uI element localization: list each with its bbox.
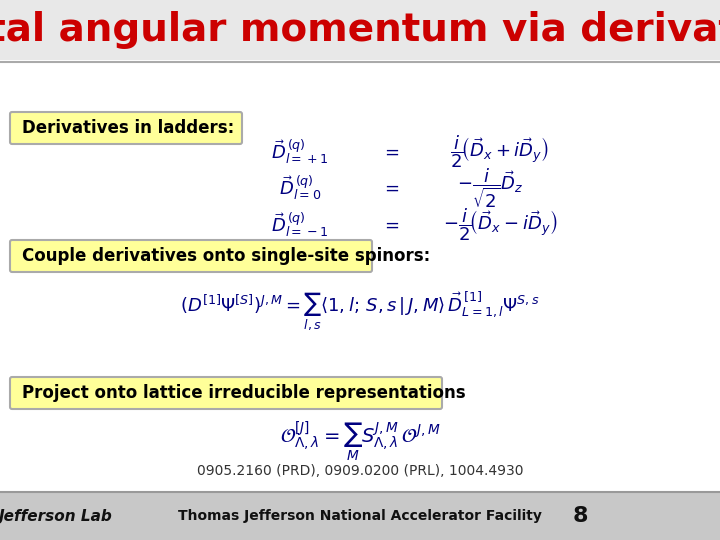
Text: $-\dfrac{i}{2}\!\left(\vec{D}_x - i\vec{D}_y\right)$: $-\dfrac{i}{2}\!\left(\vec{D}_x - i\vec{…	[443, 207, 557, 244]
Text: 0905.2160 (PRD), 0909.0200 (PRL), 1004.4930: 0905.2160 (PRD), 0909.0200 (PRL), 1004.4…	[197, 464, 523, 478]
Text: $\dfrac{i}{2}\!\left(\vec{D}_x + i\vec{D}_y\right)$: $\dfrac{i}{2}\!\left(\vec{D}_x + i\vec{D…	[451, 134, 549, 170]
FancyBboxPatch shape	[0, 0, 720, 60]
FancyBboxPatch shape	[10, 240, 372, 272]
Text: Project onto lattice irreducible representations: Project onto lattice irreducible represe…	[22, 384, 466, 402]
Text: Couple derivatives onto single-site spinors:: Couple derivatives onto single-site spin…	[22, 247, 431, 265]
Text: Thomas Jefferson National Accelerator Facility: Thomas Jefferson National Accelerator Fa…	[178, 509, 542, 523]
FancyBboxPatch shape	[0, 492, 720, 540]
FancyBboxPatch shape	[10, 377, 442, 409]
Text: Jefferson Lab: Jefferson Lab	[0, 509, 112, 523]
Text: $\left(D^{[1]}\Psi^{[S]}\right)^{J,M} = \sum_{l,s}\langle 1,l;\,S,s\,|\,J,M\rang: $\left(D^{[1]}\Psi^{[S]}\right)^{J,M} = …	[180, 291, 540, 333]
Text: Orbital angular momentum via derivatives: Orbital angular momentum via derivatives	[0, 11, 720, 49]
Text: $-\dfrac{i}{\sqrt{2}}\vec{D}_z$: $-\dfrac{i}{\sqrt{2}}\vec{D}_z$	[456, 166, 523, 210]
Text: $\vec{D}^{\,(q)}_{l=-1}$: $\vec{D}^{\,(q)}_{l=-1}$	[271, 211, 328, 240]
Text: 8: 8	[572, 506, 588, 526]
Text: $=$: $=$	[381, 216, 400, 234]
Text: $\vec{D}^{\,(q)}_{l=0}$: $\vec{D}^{\,(q)}_{l=0}$	[279, 173, 321, 202]
Text: Derivatives in ladders:: Derivatives in ladders:	[22, 119, 234, 137]
Text: $=$: $=$	[381, 179, 400, 197]
Text: $=$: $=$	[381, 143, 400, 161]
Text: $\vec{D}^{\,(q)}_{l=+1}$: $\vec{D}^{\,(q)}_{l=+1}$	[271, 138, 328, 166]
FancyBboxPatch shape	[10, 112, 242, 144]
Text: $\mathcal{O}^{[J]}_{\Lambda,\lambda} = \sum_{M} S^{J,M}_{\Lambda,\lambda}\,\math: $\mathcal{O}^{[J]}_{\Lambda,\lambda} = \…	[279, 420, 441, 464]
